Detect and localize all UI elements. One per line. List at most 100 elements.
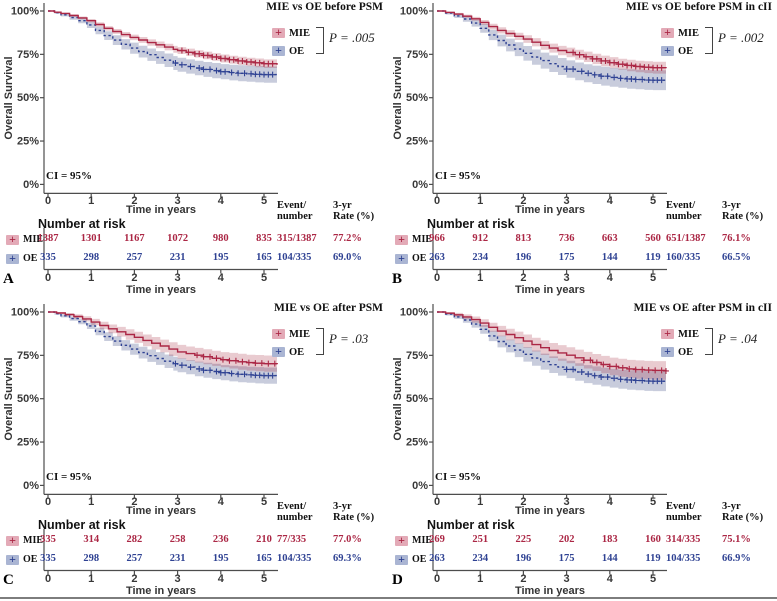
x-tick-label: 4 [607, 195, 614, 207]
at-risk-count: 298 [83, 553, 100, 564]
x-tick-label: 1 [88, 195, 94, 207]
mie-key-icon: + [272, 26, 285, 39]
event-number-oe: 104/335 [277, 553, 312, 564]
event-number-header: Event/ number [666, 501, 702, 523]
at-risk-count: 980 [212, 233, 229, 244]
rate-mie: 77.2% [333, 233, 362, 244]
legend-item-oe: + OE [661, 343, 693, 358]
y-tick-label: 75% [406, 49, 428, 61]
x-tick-label: 5 [261, 496, 267, 508]
rate-header-line2: Rate (%) [333, 211, 375, 222]
at-risk-count: 202 [558, 534, 575, 545]
x-tick-label: 2 [131, 195, 137, 207]
risk-table-x-axis-title: Time in years [514, 585, 586, 597]
oe-key-icon: + [395, 553, 408, 565]
y-tick-label: 75% [17, 350, 39, 362]
risk-table-tick-label: 4 [218, 272, 225, 284]
event-number-header: Event/ number [666, 200, 702, 222]
y-tick-label: 50% [17, 92, 39, 104]
km-panel-b: 100% 75% 50% 25% 0% 0 1 2 3 4 5 0 1 2 3 4 5 Overall Surv… [389, 0, 777, 300]
risk-row-label-oe: OE [412, 554, 427, 565]
mie-key-icon: + [395, 534, 408, 546]
x-tick-label: 4 [218, 496, 225, 508]
at-risk-count: 314 [83, 534, 100, 545]
ci-band-mie [48, 11, 277, 70]
censor-marks-mie [194, 352, 278, 367]
risk-row-label-oe: OE [412, 253, 427, 264]
mie-key-icon: + [661, 327, 674, 340]
legend-item-mie: + MIE [661, 24, 699, 39]
rate-oe: 69.0% [333, 252, 362, 263]
y-tick-label: 50% [406, 92, 428, 104]
legend-label-mie: MIE [289, 328, 310, 340]
y-tick-label: 100% [400, 6, 428, 18]
rate-oe: 66.5% [722, 252, 751, 263]
ci-note: CI = 95% [435, 471, 481, 483]
at-risk-count: 165 [256, 252, 272, 263]
legend-title: MIE vs OE after PSM in cII [633, 302, 772, 314]
y-tick-label: 50% [17, 393, 39, 405]
event-number-mie: 651/1387 [666, 233, 706, 244]
at-risk-count: 144 [601, 252, 618, 263]
km-panel-a: 100% 75% 50% 25% 0% 0 1 2 3 4 5 0 1 2 3 4 5 Overall Surv… [0, 0, 388, 300]
x-tick-label: 0 [434, 496, 440, 508]
rate-header-line1: 3-yr [333, 501, 352, 512]
y-tick-label: 25% [17, 437, 39, 449]
km-plot-d: 100%75%50%25%0%0 1 2 3 4 50 1 2 3 4 5 [400, 304, 669, 585]
legend-title: MIE vs OE before PSM [266, 1, 383, 13]
risk-table-tick-label: 0 [45, 573, 51, 585]
x-tick-label: 0 [45, 496, 51, 508]
oe-key-icon: + [6, 252, 19, 264]
risk-table-tick-label: 4 [218, 573, 225, 585]
event-header-line2: number [666, 512, 702, 523]
y-axis-title: Overall Survival [392, 357, 404, 441]
risk-table-tick-label: 3 [564, 573, 570, 585]
oe-key-icon: + [661, 345, 674, 358]
x-tick-label: 4 [607, 496, 614, 508]
at-risk-count: 195 [212, 252, 229, 263]
event-header-line2: number [666, 211, 702, 222]
x-tick-label: 5 [650, 496, 656, 508]
mie-key-icon: + [272, 327, 285, 340]
number-at-risk-header: Number at risk [427, 217, 515, 231]
risk-table-tick-label: 2 [131, 573, 137, 585]
at-risk-count: 196 [515, 252, 532, 263]
y-tick-label: 0% [412, 480, 428, 492]
rate-mie: 77.0% [333, 534, 362, 545]
risk-table-tick-label: 1 [88, 272, 94, 284]
x-tick-label: 1 [88, 496, 94, 508]
at-risk-count: 298 [83, 252, 100, 263]
risk-table-tick-label: 0 [434, 272, 440, 284]
legend-item-oe: + OE [661, 42, 693, 57]
km-panel-c: 100% 75% 50% 25% 0% 0 1 2 3 4 5 0 1 2 3 4 5 Overall Surv… [0, 301, 388, 601]
risk-row-label-mie: MIE [23, 234, 43, 245]
risk-table-tick-label: 5 [261, 272, 267, 284]
y-tick-label: 0% [23, 480, 39, 492]
at-risk-count: 196 [515, 553, 532, 564]
x-axis-title: Time in years [514, 204, 586, 216]
ci-note: CI = 95% [46, 471, 92, 483]
at-risk-count: 912 [472, 233, 489, 244]
at-risk-count: 282 [126, 534, 143, 545]
number-at-risk-header: Number at risk [38, 217, 126, 231]
legend-label-mie: MIE [678, 328, 699, 340]
rate-header-line2: Rate (%) [722, 211, 764, 222]
x-tick-label: 2 [520, 195, 526, 207]
legend-title: MIE vs OE before PSM in cII [625, 1, 772, 13]
y-tick-label: 75% [17, 49, 39, 61]
risk-table-tick-label: 5 [650, 272, 656, 284]
risk-table-tick-label: 5 [650, 573, 656, 585]
x-tick-label: 0 [45, 195, 51, 207]
rate-header-line2: Rate (%) [333, 512, 375, 523]
risk-table-tick-label: 2 [520, 573, 526, 585]
at-risk-count: 1301 [80, 233, 102, 244]
event-header-line1: Event/ [666, 200, 696, 211]
event-header-line1: Event/ [666, 501, 696, 512]
p-value: P = .03 [329, 331, 369, 346]
censor-marks-oe [172, 60, 276, 78]
x-tick-label: 2 [131, 496, 137, 508]
panel-letter: A [3, 271, 14, 287]
x-tick-label: 3 [175, 496, 181, 508]
risk-row-label-mie: MIE [412, 234, 432, 245]
legend-item-mie: + MIE [272, 325, 310, 340]
